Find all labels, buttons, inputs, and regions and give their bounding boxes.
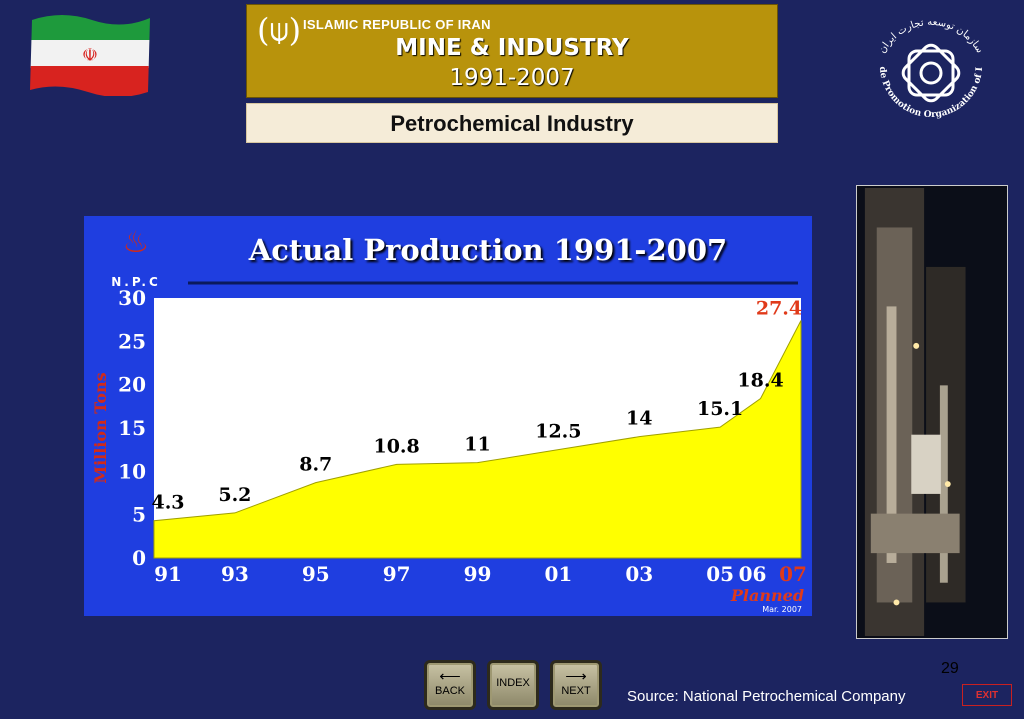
x-tick-label: 05 <box>706 562 734 586</box>
npc-flame-logo-icon: ♨ <box>123 225 150 260</box>
x-tick-label: 03 <box>625 562 653 586</box>
data-label: 15.1 <box>697 398 743 420</box>
npc-logo-text: N.P.C <box>111 275 161 289</box>
page-number: 29 <box>941 660 959 677</box>
arrow-left-icon: ⟵ <box>439 668 461 685</box>
x-tick-label: 97 <box>383 562 411 586</box>
data-label: 4.3 <box>151 492 184 514</box>
index-button-label: INDEX <box>496 677 530 689</box>
y-tick-label: 20 <box>118 373 146 397</box>
chart-date-note: Mar. 2007 <box>762 605 802 614</box>
data-label: 11 <box>464 434 490 456</box>
x-tick-label: 06 <box>739 562 767 586</box>
iran-flag: ☫ <box>30 15 150 96</box>
x-tick-label: 07 <box>779 562 807 586</box>
index-button[interactable]: INDEX <box>487 660 539 710</box>
svg-text:☫: ☫ <box>82 45 98 66</box>
y-tick-label: 25 <box>118 329 146 353</box>
exit-button[interactable]: EXIT <box>962 684 1012 706</box>
data-label: 5.2 <box>218 484 251 506</box>
x-tick-label: 01 <box>544 562 572 586</box>
source-citation: Source: National Petrochemical Company <box>627 688 906 705</box>
data-label: 12.5 <box>535 421 581 443</box>
page-title: MINE & INDUSTRY <box>395 35 629 61</box>
production-area <box>153 320 802 559</box>
y-tick-label: 0 <box>132 546 146 570</box>
trade-promotion-logo-icon: سازمان توسعه تجارت ایران Trade Promotion… <box>866 8 985 120</box>
x-tick-label: 93 <box>221 562 249 586</box>
y-tick-label: 30 <box>118 286 146 310</box>
data-label: 10.8 <box>373 435 419 457</box>
y-tick-label: 15 <box>118 416 146 440</box>
data-label: 18.4 <box>737 370 783 392</box>
x-tick-label: 95 <box>302 562 330 586</box>
planned-label: Planned <box>730 586 804 605</box>
x-tick-label: 91 <box>154 562 182 586</box>
data-label: 14 <box>626 408 652 430</box>
petrochemical-plant-photo <box>856 185 1008 639</box>
back-button[interactable]: ⟵ BACK <box>424 660 476 710</box>
chart-title: Actual Production 1991-2007 <box>248 233 727 267</box>
header-banner: (⍦) ISLAMIC REPUBLIC OF IRAN MINE & INDU… <box>246 4 778 98</box>
country-name: ISLAMIC REPUBLIC OF IRAN <box>303 17 491 32</box>
y-tick-label: 5 <box>132 503 146 527</box>
data-label: 8.7 <box>299 454 332 476</box>
next-button-label: NEXT <box>561 685 591 697</box>
data-label: 27.4 <box>756 298 802 320</box>
production-chart: ♨ N.P.C Actual Production 1991-2007 0 5 10 15 2… <box>84 216 812 616</box>
x-tick-label: 99 <box>464 562 492 586</box>
iran-emblem-icon: (⍦) <box>257 11 302 49</box>
year-range: 1991-2007 <box>449 65 575 91</box>
y-axis-label: Million Tons <box>91 372 110 483</box>
section-subtitle: Petrochemical Industry <box>246 103 778 143</box>
next-button[interactable]: ⟶ NEXT <box>550 660 602 710</box>
back-button-label: BACK <box>435 685 465 697</box>
arrow-right-icon: ⟶ <box>565 668 587 685</box>
y-tick-label: 10 <box>118 459 146 483</box>
